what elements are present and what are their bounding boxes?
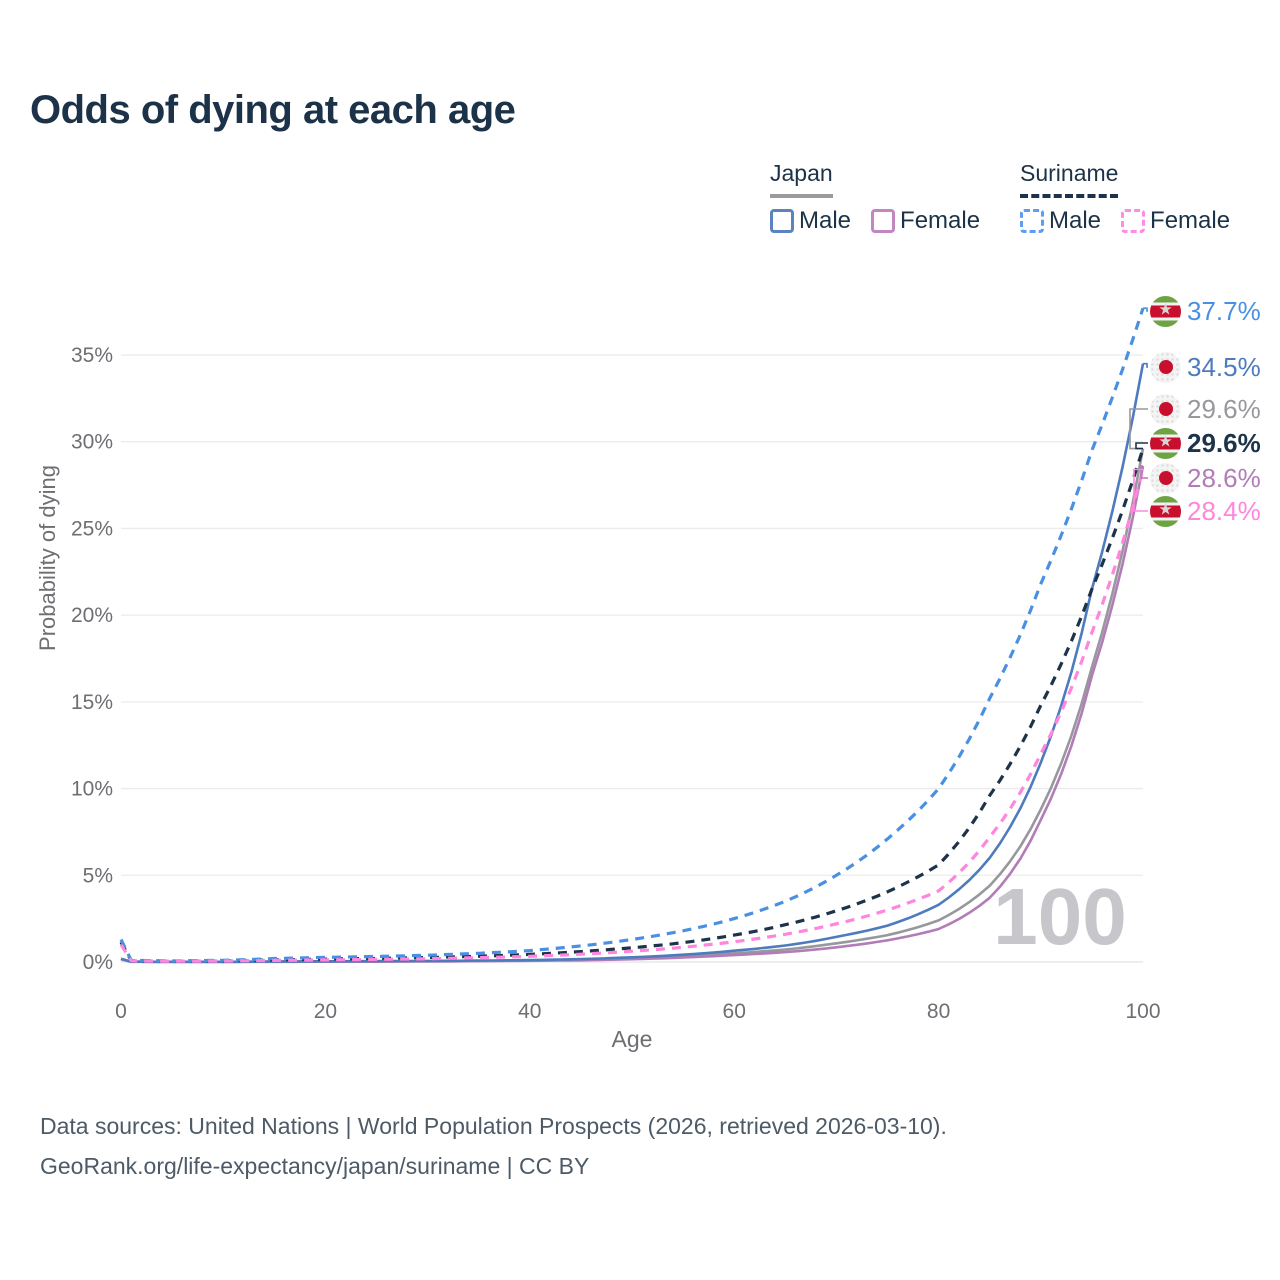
japan-flag-icon xyxy=(1150,351,1181,383)
legend-item-suriname-female[interactable]: Female xyxy=(1121,207,1230,235)
legend-item-label: Female xyxy=(900,207,981,234)
end-label-value: 28.6% xyxy=(1187,462,1261,493)
y-tick-label: 20% xyxy=(71,604,113,627)
end-label-value: 29.6% xyxy=(1187,427,1261,458)
legend-group-japan: Japan Male Female xyxy=(770,160,980,235)
y-tick-label: 35% xyxy=(71,344,113,367)
end-label-suriname-combined: ★ 29.6% xyxy=(1150,426,1261,460)
leader-line-japan-female xyxy=(1140,465,1148,479)
series-line-japan-male[interactable] xyxy=(120,363,1145,964)
series-line-suriname-female[interactable] xyxy=(119,469,1145,963)
y-tick-label: 15% xyxy=(71,691,113,714)
legend-item-japan-male[interactable]: Male xyxy=(770,207,851,235)
suriname-male-checkbox[interactable] xyxy=(1020,209,1044,233)
x-axis-title: Age xyxy=(611,1026,653,1052)
japan-female-checkbox[interactable] xyxy=(871,209,896,233)
footer: Data sources: United Nations | World Pop… xyxy=(40,1106,947,1186)
end-label-japan-combined: 29.6% xyxy=(1150,392,1261,426)
suriname-flag-icon: ★ xyxy=(1150,295,1181,327)
footer-sources: Data sources: United Nations | World Pop… xyxy=(40,1113,947,1139)
y-tick-label: 10% xyxy=(71,778,113,801)
legend-group-suriname: Suriname Male Female xyxy=(1020,160,1230,235)
legend-item-label: Male xyxy=(799,207,852,234)
suriname-flag-icon: ★ xyxy=(1150,427,1181,459)
y-tick-label: 30% xyxy=(71,431,113,454)
y-tick-label: 0% xyxy=(83,951,113,974)
end-label-value: 34.5% xyxy=(1187,351,1261,382)
footer-attribution: GeoRank.org/life-expectancy/japan/surina… xyxy=(40,1153,590,1179)
x-tick-label: 40 xyxy=(518,1000,541,1023)
end-label-value: 29.6% xyxy=(1187,393,1261,424)
x-tick-label: 80 xyxy=(927,1000,950,1023)
legend-country-suriname[interactable]: Suriname xyxy=(1020,160,1119,198)
leader-line-suriname-male xyxy=(1143,307,1148,312)
y-tick-label: 5% xyxy=(83,864,113,887)
age-watermark: 100 xyxy=(993,872,1126,961)
end-label-japan-female: 28.6% xyxy=(1150,461,1261,495)
legend: Japan Male Female Suriname Male xyxy=(0,160,1280,240)
end-label-japan-male: 34.5% xyxy=(1150,350,1261,384)
end-label-value: 28.4% xyxy=(1187,495,1261,526)
japan-flag-icon xyxy=(1150,462,1181,494)
x-tick-label: 20 xyxy=(314,1000,337,1023)
series-line-suriname-male[interactable] xyxy=(119,307,1145,963)
legend-item-label: Male xyxy=(1049,207,1102,234)
end-label-value: 37.7% xyxy=(1187,295,1261,326)
x-tick-label: 60 xyxy=(723,1000,746,1023)
japan-flag-icon xyxy=(1150,393,1181,425)
series-line-japan-combined[interactable] xyxy=(120,448,1145,964)
legend-item-japan-female[interactable]: Female xyxy=(871,207,980,235)
legend-country-japan[interactable]: Japan xyxy=(770,160,833,198)
end-label-suriname-male: ★ 37.7% xyxy=(1150,294,1261,328)
leader-line-japan-male xyxy=(1143,362,1148,368)
leader-line-suriname-female xyxy=(1133,468,1148,512)
series-line-japan-female[interactable] xyxy=(120,465,1145,964)
end-label-suriname-female: ★ 28.4% xyxy=(1150,494,1261,528)
suriname-flag-icon: ★ xyxy=(1150,495,1181,527)
page-title: Odds of dying at each age xyxy=(30,88,516,132)
x-tick-label: 100 xyxy=(1125,1000,1160,1023)
x-tick-label: 0 xyxy=(115,1000,127,1023)
legend-item-label: Female xyxy=(1150,207,1231,234)
japan-male-checkbox[interactable] xyxy=(770,209,794,233)
y-tick-label: 25% xyxy=(71,517,113,540)
leader-line-suriname-combined xyxy=(1135,442,1148,450)
legend-item-suriname-male[interactable]: Male xyxy=(1020,207,1101,235)
suriname-female-checkbox[interactable] xyxy=(1121,209,1146,233)
